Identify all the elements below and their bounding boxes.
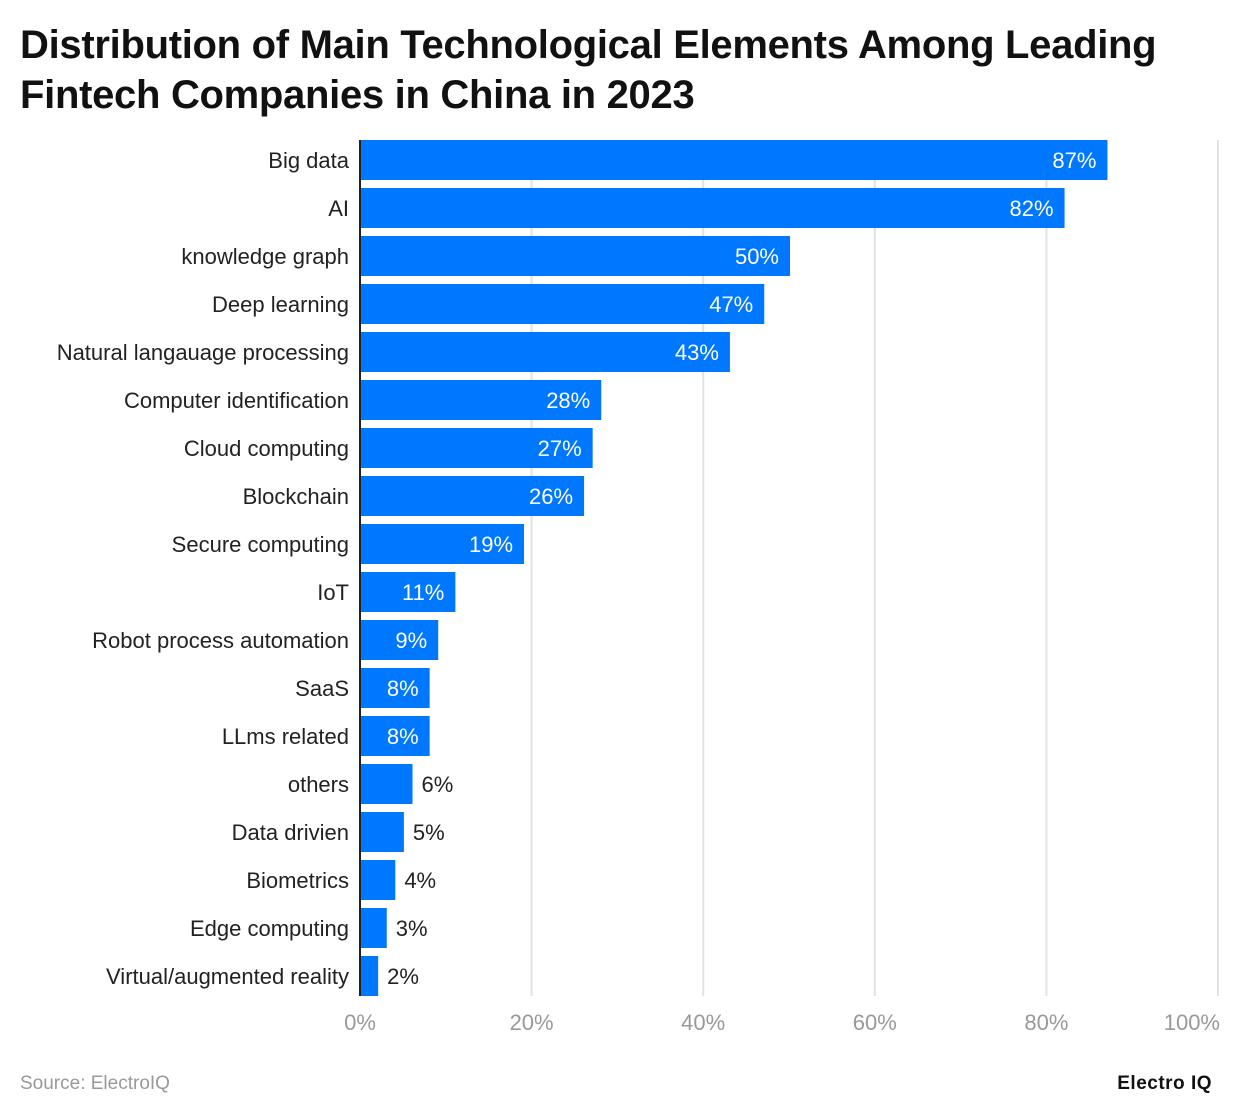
- data-label: 50%: [735, 244, 779, 269]
- category-label: Data drivien: [232, 820, 349, 845]
- data-label: 4%: [404, 868, 436, 893]
- x-tick-label: 80%: [1024, 1010, 1068, 1035]
- bar-chart: 0% 20% 40% 60% 80% 100% Big data 87% AI 82% knowle…: [57, 140, 1220, 1035]
- category-label: others: [288, 772, 349, 797]
- data-label: 87%: [1052, 148, 1096, 173]
- category-label: Robot process automation: [92, 628, 349, 653]
- category-label: Cloud computing: [184, 436, 349, 461]
- x-tick-label: 60%: [853, 1010, 897, 1035]
- x-tick-label: 100%: [1164, 1010, 1220, 1035]
- bar: [361, 620, 439, 660]
- data-label: 3%: [396, 916, 428, 941]
- category-label: Computer identification: [124, 388, 349, 413]
- bar: [361, 236, 790, 276]
- category-label: Deep learning: [212, 292, 349, 317]
- data-label: 11%: [402, 580, 444, 605]
- bar: [361, 380, 602, 420]
- data-label: 43%: [675, 340, 719, 365]
- category-label: Biometrics: [246, 868, 349, 893]
- bar: [361, 572, 456, 612]
- data-label: 82%: [1010, 196, 1054, 221]
- category-label: LLms related: [222, 724, 349, 749]
- data-label: 28%: [546, 388, 590, 413]
- bar: [361, 860, 396, 900]
- data-label: 47%: [709, 292, 753, 317]
- bar: [361, 332, 730, 372]
- bar: [361, 140, 1108, 180]
- data-label: 2%: [387, 964, 419, 989]
- category-label: Natural langauage processing: [57, 340, 349, 365]
- bar: [361, 956, 379, 996]
- category-label: Edge computing: [190, 916, 349, 941]
- data-label: 6%: [421, 772, 453, 797]
- data-label: 19%: [469, 532, 513, 557]
- category-label: IoT: [317, 580, 349, 605]
- bar: [361, 428, 593, 468]
- data-label: 9%: [395, 628, 427, 653]
- x-tick-label: 0%: [344, 1010, 376, 1035]
- bar: [361, 188, 1065, 228]
- category-label: Secure computing: [172, 532, 349, 557]
- bar: [361, 668, 430, 708]
- bar: [361, 284, 765, 324]
- data-label: 27%: [538, 436, 582, 461]
- bar: [361, 716, 430, 756]
- bar: [361, 908, 387, 948]
- category-label: SaaS: [295, 676, 349, 701]
- data-label: 8%: [387, 676, 419, 701]
- bar: [361, 476, 585, 516]
- bar: [361, 812, 404, 852]
- x-tick-label: 40%: [681, 1010, 725, 1035]
- data-label: 5%: [413, 820, 445, 845]
- bar: [361, 764, 413, 804]
- data-label: 26%: [529, 484, 573, 509]
- category-label: knowledge graph: [181, 244, 349, 269]
- data-label: 8%: [387, 724, 419, 749]
- category-label: AI: [328, 196, 349, 221]
- x-tick-label: 20%: [510, 1010, 554, 1035]
- category-label: Blockchain: [243, 484, 349, 509]
- source-note: Source: ElectroIQ: [20, 1073, 170, 1094]
- bar: [361, 524, 525, 564]
- chart-title: Distribution of Main Technological Eleme…: [20, 23, 1157, 117]
- category-label: Virtual/augmented reality: [106, 964, 349, 989]
- brand-logo: Electro IQ: [1117, 1073, 1212, 1094]
- category-label: Big data: [268, 148, 349, 173]
